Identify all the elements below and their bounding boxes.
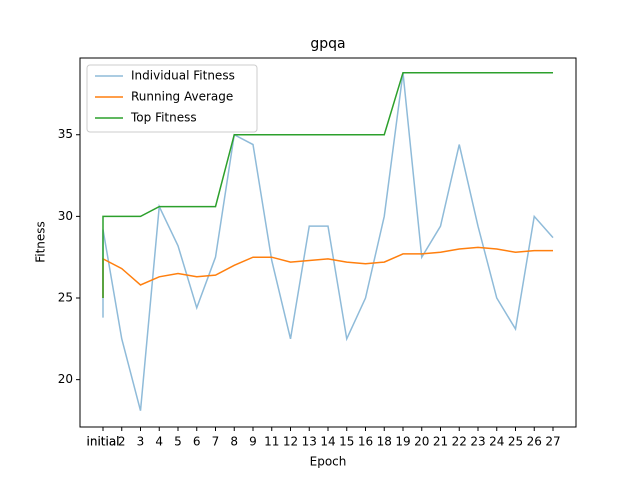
data-line — [102, 71, 553, 299]
x-tick-label: 15 — [339, 435, 354, 449]
x-tick-label: 9 — [249, 435, 257, 449]
x-tick-label: 8 — [230, 435, 238, 449]
x-tick-label: 24 — [489, 435, 504, 449]
x-tick-label: 7 — [212, 435, 220, 449]
x-tick-label: 14 — [320, 435, 335, 449]
x-axis-label: Epoch — [310, 455, 347, 469]
x-tick-label: 5 — [174, 435, 182, 449]
chart-title: gpqa — [310, 36, 345, 52]
legend-box — [86, 64, 258, 133]
x-tick-label: 25 — [508, 435, 523, 449]
x-tick-label: initial — [87, 435, 120, 449]
x-tick-label: 26 — [527, 435, 542, 449]
x-tick-label: 21 — [433, 435, 448, 449]
y-tick-label: 25 — [58, 291, 73, 305]
legend-label: Running Average — [131, 90, 233, 104]
x-tick-label: 27 — [545, 435, 560, 449]
y-tick-label: 30 — [58, 209, 73, 223]
x-tick-label: 2 — [118, 435, 126, 449]
x-tick-label: 13 — [302, 435, 317, 449]
y-tick-label: 35 — [58, 127, 73, 141]
x-tick-label: 18 — [377, 435, 392, 449]
legend-label: Top Fitness — [130, 111, 197, 125]
x-tick-label: 19 — [395, 435, 410, 449]
data-line — [102, 246, 553, 299]
x-tick-label: initial — [87, 435, 120, 449]
data-line — [102, 72, 554, 411]
x-tick-label: 3 — [137, 435, 145, 449]
x-tick-label: 23 — [470, 435, 485, 449]
x-tick-label: 16 — [358, 435, 373, 449]
x-tick-label: 11 — [264, 435, 279, 449]
y-tick-label: 20 — [58, 372, 73, 386]
x-tick-label: 22 — [452, 435, 467, 449]
legend-label: Individual Fitness — [131, 69, 235, 83]
x-tick-label: 20 — [414, 435, 429, 449]
x-tick-label: 4 — [155, 435, 163, 449]
x-tick-label: 12 — [283, 435, 298, 449]
plot-frame — [79, 57, 577, 428]
x-tick-label: 6 — [193, 435, 201, 449]
y-axis-label: Fitness — [34, 221, 48, 263]
